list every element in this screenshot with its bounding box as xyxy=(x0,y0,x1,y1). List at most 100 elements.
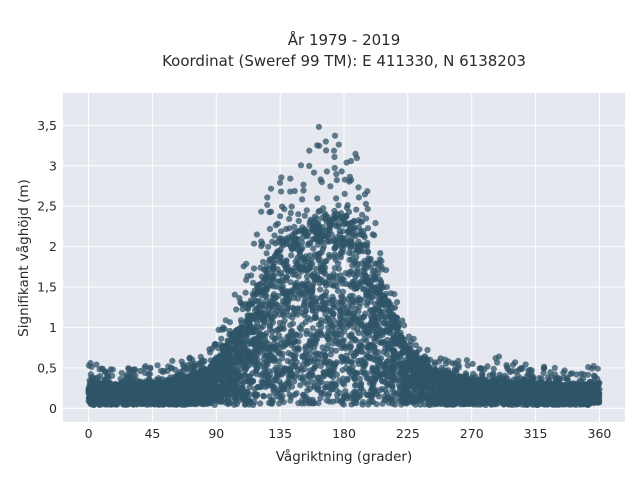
data-point xyxy=(303,207,310,214)
data-point xyxy=(323,147,330,154)
data-point xyxy=(137,367,144,375)
data-point xyxy=(551,364,558,371)
data-point xyxy=(276,350,283,357)
data-point xyxy=(348,335,356,342)
data-point xyxy=(363,215,370,222)
data-point xyxy=(361,191,368,198)
data-point xyxy=(257,400,264,407)
data-point xyxy=(295,217,302,225)
data-point xyxy=(266,322,273,329)
data-point xyxy=(207,349,214,356)
data-point xyxy=(387,325,394,332)
data-point xyxy=(391,401,399,408)
data-point xyxy=(297,382,304,389)
data-point xyxy=(291,223,298,230)
data-point xyxy=(341,220,348,227)
data-point xyxy=(355,329,362,336)
data-point xyxy=(319,214,326,221)
data-point xyxy=(314,142,321,149)
data-point xyxy=(291,363,298,370)
data-point xyxy=(364,205,371,213)
data-point xyxy=(322,138,329,145)
data-point xyxy=(323,397,330,404)
data-point xyxy=(316,207,323,214)
data-point xyxy=(364,299,371,306)
data-point xyxy=(253,231,260,238)
data-point xyxy=(287,279,294,286)
data-point xyxy=(241,340,248,347)
data-point xyxy=(585,364,592,371)
data-point xyxy=(362,200,369,207)
data-point xyxy=(287,209,294,217)
data-point xyxy=(317,286,324,293)
data-point xyxy=(293,390,300,397)
data-point xyxy=(289,232,296,239)
data-point xyxy=(325,329,332,336)
data-point xyxy=(277,228,285,235)
data-point xyxy=(268,398,275,405)
chart-title-line1: År 1979 - 2019 xyxy=(288,30,401,49)
data-point xyxy=(416,346,423,353)
data-point xyxy=(492,355,499,362)
data-point xyxy=(360,228,367,235)
data-point xyxy=(335,202,342,209)
data-point xyxy=(250,240,258,247)
data-point xyxy=(299,196,306,203)
data-point xyxy=(251,287,258,294)
data-point xyxy=(342,388,349,395)
data-point xyxy=(351,217,358,224)
data-point xyxy=(254,320,261,327)
data-point xyxy=(318,249,325,256)
data-point xyxy=(383,377,390,384)
data-point xyxy=(226,319,233,326)
data-point xyxy=(375,305,382,312)
data-point xyxy=(322,384,329,391)
data-point xyxy=(317,395,324,402)
data-point xyxy=(275,331,282,339)
data-point xyxy=(333,195,340,202)
data-point xyxy=(291,187,298,195)
data-point xyxy=(373,401,380,408)
data-point xyxy=(353,206,360,213)
data-point xyxy=(469,360,476,367)
data-point xyxy=(218,335,225,342)
data-point xyxy=(424,346,431,354)
data-point xyxy=(248,272,255,279)
data-point xyxy=(329,398,337,405)
data-point xyxy=(307,350,314,357)
data-point xyxy=(169,357,176,364)
data-point xyxy=(262,298,269,305)
data-point xyxy=(330,147,338,154)
data-point xyxy=(352,370,359,377)
data-point xyxy=(540,370,547,377)
data-point xyxy=(287,322,294,329)
data-point xyxy=(321,390,328,398)
data-point xyxy=(584,371,592,378)
data-point xyxy=(349,250,356,257)
data-point xyxy=(367,293,374,300)
data-point xyxy=(367,393,374,400)
data-point xyxy=(197,353,204,360)
data-point xyxy=(285,350,292,357)
data-point xyxy=(312,340,319,348)
data-point xyxy=(391,389,398,396)
data-point xyxy=(279,278,286,285)
data-point xyxy=(291,355,298,362)
data-point xyxy=(263,250,270,257)
data-point xyxy=(307,316,314,323)
data-point xyxy=(331,132,339,139)
data-point xyxy=(364,225,372,232)
data-point xyxy=(580,375,587,382)
data-point xyxy=(368,398,375,405)
data-point xyxy=(250,265,258,272)
data-point xyxy=(355,184,362,191)
data-point xyxy=(372,347,379,354)
data-point xyxy=(299,361,306,368)
data-point xyxy=(490,365,497,372)
data-point xyxy=(333,171,340,178)
data-point xyxy=(231,291,238,298)
data-point xyxy=(295,338,302,345)
data-point xyxy=(365,255,372,262)
data-point xyxy=(302,345,309,352)
data-point xyxy=(331,251,338,258)
